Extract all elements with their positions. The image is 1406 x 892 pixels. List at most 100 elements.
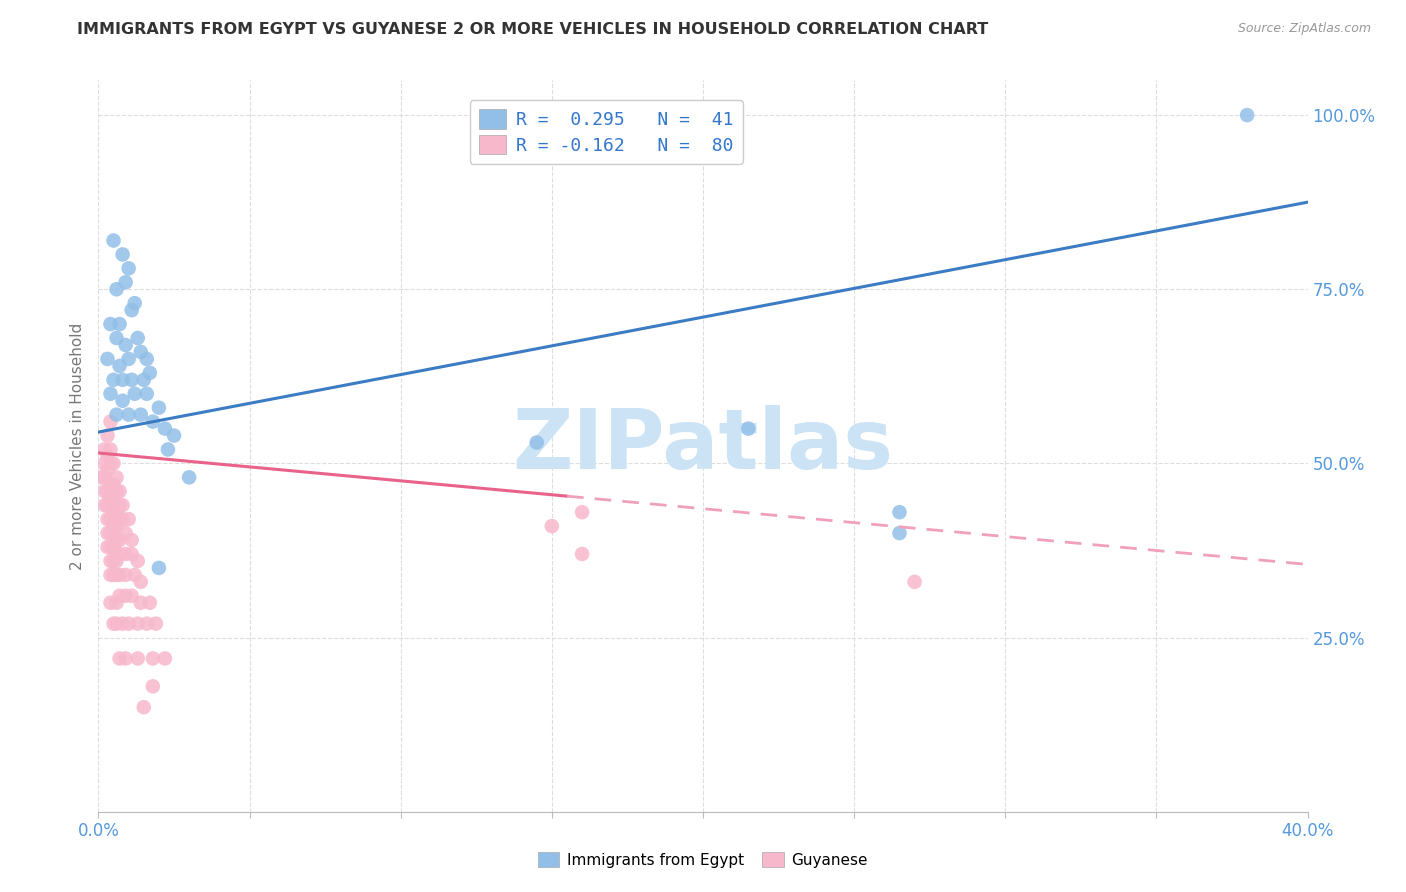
Point [96, 428, 118, 442]
Point [100, 491, 122, 506]
Point [148, 401, 170, 415]
Point [153, 421, 176, 435]
Point [127, 651, 149, 665]
Point [105, 596, 128, 610]
Point [103, 457, 125, 471]
Point [121, 303, 143, 318]
Point [103, 491, 125, 506]
Point [93, 470, 115, 484]
Point [139, 366, 162, 380]
Point [103, 505, 125, 519]
Point [105, 567, 128, 582]
Point [96, 526, 118, 541]
Point [108, 484, 131, 499]
Point [132, 700, 155, 714]
Point [121, 589, 143, 603]
Point [148, 561, 170, 575]
Point [103, 616, 125, 631]
Point [108, 317, 131, 331]
Point [108, 651, 131, 665]
Point [540, 519, 562, 533]
Point [100, 540, 122, 554]
Point [105, 282, 128, 296]
Point [889, 505, 911, 519]
Point [105, 533, 128, 547]
Point [121, 373, 143, 387]
Point [139, 596, 162, 610]
Point [108, 498, 131, 512]
Point [105, 484, 128, 499]
Point [93, 457, 115, 471]
Point [111, 373, 134, 387]
Point [114, 547, 136, 561]
Point [103, 477, 125, 491]
Point [135, 616, 157, 631]
Point [105, 505, 128, 519]
Text: Source: ZipAtlas.com: Source: ZipAtlas.com [1237, 22, 1371, 36]
Point [153, 651, 176, 665]
Point [100, 317, 122, 331]
Point [93, 498, 115, 512]
Point [142, 679, 165, 693]
Point [118, 351, 141, 366]
Point [571, 547, 593, 561]
Point [103, 373, 125, 387]
Point [526, 435, 548, 450]
Point [111, 512, 134, 526]
Point [100, 386, 122, 401]
Point [124, 567, 146, 582]
Point [96, 498, 118, 512]
Point [904, 574, 927, 589]
Point [179, 470, 201, 484]
Point [103, 567, 125, 582]
Point [93, 484, 115, 499]
Point [129, 345, 152, 359]
Point [142, 415, 165, 429]
Point [111, 616, 134, 631]
Point [114, 567, 136, 582]
Text: IMMIGRANTS FROM EGYPT VS GUYANESE 2 OR MORE VEHICLES IN HOUSEHOLD CORRELATION CH: IMMIGRANTS FROM EGYPT VS GUYANESE 2 OR M… [77, 22, 988, 37]
Point [121, 533, 143, 547]
Point [1236, 108, 1258, 122]
Point [132, 373, 155, 387]
Point [737, 421, 759, 435]
Point [111, 247, 134, 261]
Point [127, 331, 149, 345]
Point [108, 567, 131, 582]
Point [111, 498, 134, 512]
Point [118, 616, 141, 631]
Point [108, 512, 131, 526]
Point [156, 442, 179, 457]
Legend: R =  0.295   N =  41, R = -0.162   N =  80: R = 0.295 N = 41, R = -0.162 N = 80 [470, 100, 742, 163]
Point [100, 554, 122, 568]
Point [124, 386, 146, 401]
Point [105, 470, 128, 484]
Point [145, 616, 167, 631]
Point [96, 484, 118, 499]
Point [100, 477, 122, 491]
Point [105, 554, 128, 568]
Point [105, 331, 128, 345]
Point [127, 554, 149, 568]
Point [889, 526, 911, 541]
Point [118, 512, 141, 526]
Point [135, 351, 157, 366]
Point [90, 470, 112, 484]
Point [135, 386, 157, 401]
Legend: Immigrants from Egypt, Guyanese: Immigrants from Egypt, Guyanese [531, 846, 875, 873]
Point [127, 616, 149, 631]
Point [103, 519, 125, 533]
Point [100, 567, 122, 582]
Point [108, 359, 131, 373]
Point [571, 505, 593, 519]
Point [129, 596, 152, 610]
Point [100, 526, 122, 541]
Point [108, 547, 131, 561]
Point [100, 442, 122, 457]
Point [108, 533, 131, 547]
Point [129, 574, 152, 589]
Point [96, 351, 118, 366]
Point [96, 512, 118, 526]
Point [103, 540, 125, 554]
Point [114, 526, 136, 541]
